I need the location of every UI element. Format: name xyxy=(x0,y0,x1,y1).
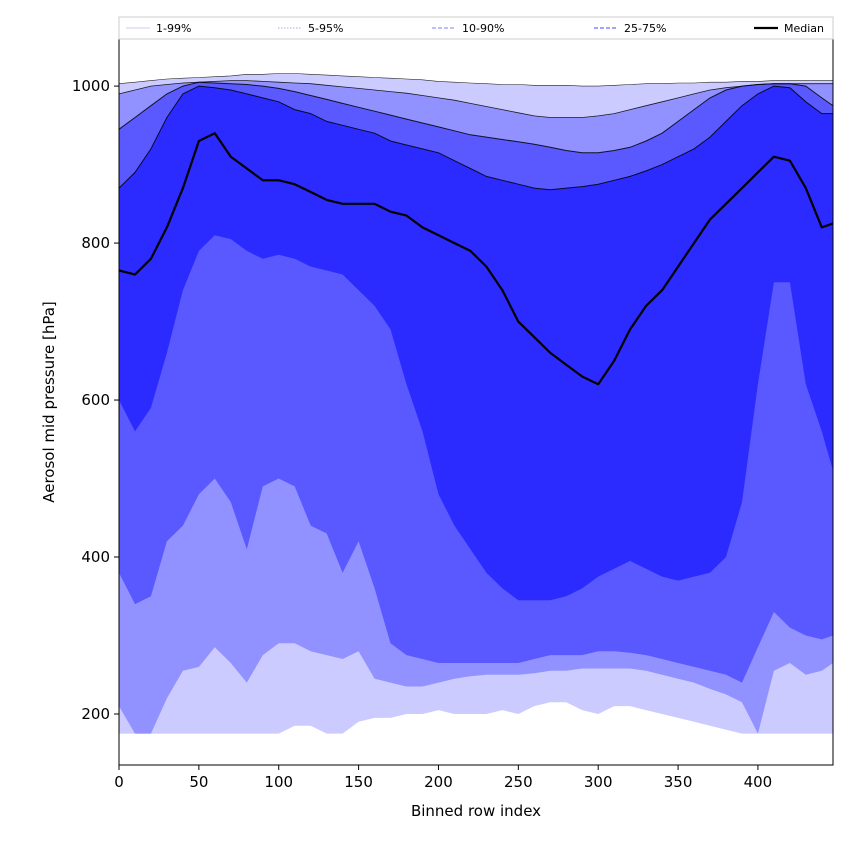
legend-label: 5-95% xyxy=(308,22,343,35)
legend-label: 10-90% xyxy=(462,22,504,35)
legend-box xyxy=(118,16,834,40)
edge-5-95 xyxy=(119,80,833,118)
x-tick-label: 0 xyxy=(114,773,124,791)
edge-10-90 xyxy=(119,81,833,154)
x-tick-label: 250 xyxy=(504,773,533,791)
legend-label: Median xyxy=(784,22,824,35)
legend: 1-99% 5-95% 10-90% 25-75% Median xyxy=(118,16,834,40)
median-line xyxy=(119,132,833,386)
plot-area xyxy=(119,73,833,734)
legend-label: 25-75% xyxy=(624,22,666,35)
x-tick-label: 350 xyxy=(664,773,693,791)
x-tick-label: 100 xyxy=(264,773,293,791)
legend-label: 1-99% xyxy=(156,22,191,35)
x-tick-label: 150 xyxy=(344,773,373,791)
edge-1-99 xyxy=(119,73,833,87)
y-tick-label: 200 xyxy=(81,705,110,723)
edge-25-75 xyxy=(119,85,833,191)
x-tick-label: 50 xyxy=(189,773,208,791)
x-tick-label: 400 xyxy=(744,773,773,791)
x-tick-label: 200 xyxy=(424,773,453,791)
x-axis-label: Binned row index xyxy=(411,802,541,820)
y-tick-label: 1000 xyxy=(72,77,110,95)
x-tick-label: 300 xyxy=(584,773,613,791)
band-25-75 xyxy=(119,86,833,601)
y-tick-label: 400 xyxy=(81,548,110,566)
y-axis-label: Aerosol mid pressure [hPa] xyxy=(40,301,58,503)
y-tick-label: 800 xyxy=(81,234,110,252)
y-tick-label: 600 xyxy=(81,391,110,409)
